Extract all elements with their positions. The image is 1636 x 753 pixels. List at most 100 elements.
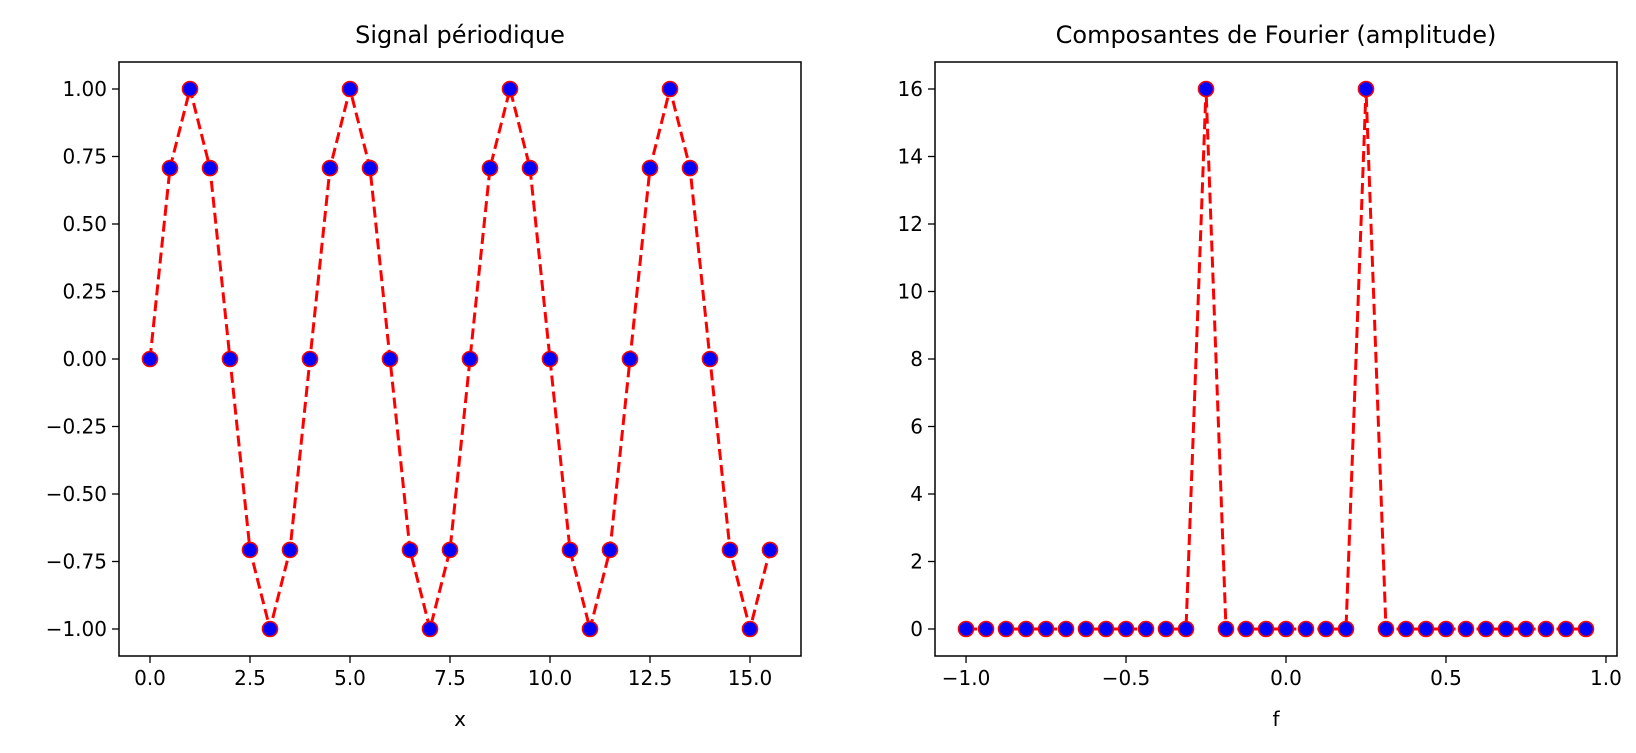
fourier-plot-area [957, 80, 1595, 638]
fourier-data-point [1537, 620, 1555, 638]
signal-y-tick-label: −0.75 [46, 550, 107, 574]
signal-data-point [661, 80, 679, 98]
fourier-chart-title: Composantes de Fourier (amplitude) [1056, 21, 1497, 49]
signal-data-point [321, 159, 339, 177]
signal-y-tick-label: −0.25 [46, 415, 107, 439]
signal-data-point [601, 541, 619, 559]
fourier-data-point [1377, 620, 1395, 638]
signal-y-tick-label: 0.00 [62, 347, 107, 371]
fourier-data-point [1077, 620, 1095, 638]
signal-data-point [681, 159, 699, 177]
fourier-data-point [1197, 80, 1215, 98]
signal-data-point [261, 620, 279, 638]
signal-x-tick-label: 5.0 [334, 666, 366, 690]
fourier-y-tick-label: 2 [910, 550, 923, 574]
signal-data-point [161, 159, 179, 177]
fourier-y-tick-label: 4 [910, 482, 923, 506]
fourier-data-point [1157, 620, 1175, 638]
signal-data-point [241, 541, 259, 559]
signal-x-tick-label: 12.5 [628, 666, 673, 690]
fourier-x-tick-label: 1.0 [1590, 666, 1622, 690]
signal-data-point [641, 159, 659, 177]
fourier-data-point [1277, 620, 1295, 638]
fourier-data-point [1517, 620, 1535, 638]
fourier-data-point [1437, 620, 1455, 638]
fourier-data-point [1557, 620, 1575, 638]
signal-data-point [521, 159, 539, 177]
fourier-data-point [1217, 620, 1235, 638]
signal-data-point [501, 80, 519, 98]
fourier-data-point [1137, 620, 1155, 638]
fourier-axis-ticks: −1.0 −0.5 0.0 0.5 1.0 16 14 12 10 8 6 4 2 0 [898, 77, 1622, 690]
fourier-series-line [966, 87, 1586, 631]
signal-y-tick-label: 1.00 [62, 77, 107, 101]
fourier-data-point [1177, 620, 1195, 638]
signal-data-point [281, 541, 299, 559]
fourier-y-tick-label: 10 [898, 280, 923, 304]
signal-data-point [421, 620, 439, 638]
fourier-data-point [1577, 620, 1595, 638]
fourier-y-tick-label: 16 [898, 77, 923, 101]
signal-data-point [361, 159, 379, 177]
signal-y-tick-label: 0.25 [62, 280, 107, 304]
signal-data-point [461, 350, 479, 368]
fourier-data-point [1417, 620, 1435, 638]
signal-chart-title: Signal périodique [355, 21, 565, 49]
fourier-chart-panel: Composantes de Fourier (amplitude) f −1.… [898, 21, 1622, 731]
fourier-data-point [1477, 620, 1495, 638]
signal-x-tick-label: 0.0 [134, 666, 166, 690]
signal-x-tick-label: 7.5 [434, 666, 466, 690]
signal-data-point [401, 541, 419, 559]
fourier-data-point [1017, 620, 1035, 638]
signal-data-point [341, 80, 359, 98]
signal-data-point [181, 80, 199, 98]
signal-data-point [481, 159, 499, 177]
fourier-data-point [1237, 620, 1255, 638]
fourier-data-point [1497, 620, 1515, 638]
signal-y-tick-label: −0.50 [46, 482, 107, 506]
fourier-data-point [1297, 620, 1315, 638]
fourier-data-point [1397, 620, 1415, 638]
signal-data-point [441, 541, 459, 559]
fourier-y-tick-label: 6 [910, 415, 923, 439]
signal-data-point [561, 541, 579, 559]
signal-x-tick-label: 2.5 [234, 666, 266, 690]
signal-data-point [541, 350, 559, 368]
signal-y-tick-label: 0.50 [62, 212, 107, 236]
signal-data-point [141, 350, 159, 368]
signal-data-point [621, 350, 639, 368]
fourier-data-point [1037, 620, 1055, 638]
signal-y-tick-label: 0.75 [62, 145, 107, 169]
signal-data-point [221, 350, 239, 368]
signal-data-point [721, 541, 739, 559]
fourier-x-tick-label: 0.0 [1270, 666, 1302, 690]
fourier-x-tick-label: −1.0 [942, 666, 991, 690]
signal-axes-frame [118, 61, 802, 657]
fourier-data-point [1057, 620, 1075, 638]
fourier-data-point [1317, 620, 1335, 638]
signal-data-point [201, 159, 219, 177]
fourier-x-tick-label: −0.5 [1102, 666, 1151, 690]
fourier-x-axis-label: f [1272, 707, 1280, 731]
fourier-y-tick-label: 12 [898, 212, 923, 236]
signal-data-point [381, 350, 399, 368]
fourier-data-point [957, 620, 975, 638]
fourier-data-point [1457, 620, 1475, 638]
signal-data-point [301, 350, 319, 368]
fourier-data-point [1337, 620, 1355, 638]
signal-data-point [761, 541, 779, 559]
signal-data-point [741, 620, 759, 638]
signal-y-tick-label: −1.00 [46, 617, 107, 641]
signal-data-point [581, 620, 599, 638]
fourier-data-point [1357, 80, 1375, 98]
fourier-y-tick-label: 0 [910, 617, 923, 641]
signal-x-tick-label: 15.0 [728, 666, 773, 690]
signal-data-point [701, 350, 719, 368]
fourier-axes-frame [934, 61, 1618, 657]
fourier-data-point [997, 620, 1015, 638]
signal-chart-panel: Signal périodique x 0.0 2.5 5.0 7.5 10.0 12.5… [46, 21, 802, 731]
fourier-data-point [1117, 620, 1135, 638]
signal-series-line [148, 87, 772, 631]
signal-x-axis-label: x [454, 707, 466, 731]
